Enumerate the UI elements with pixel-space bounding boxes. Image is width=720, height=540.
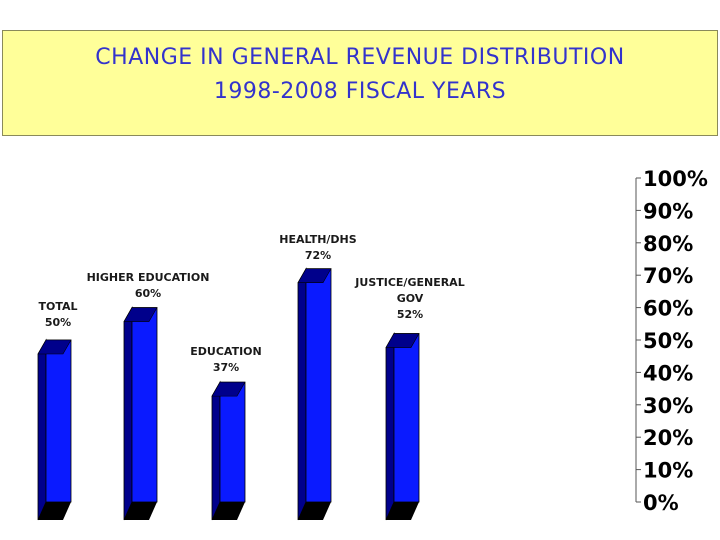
category-label: TOTAL [38,300,77,313]
y-tick-label: 40% [643,361,693,385]
bar-side [37,338,47,521]
category-label: HIGHER EDUCATION [87,271,210,284]
value-label: 60% [135,287,161,300]
y-tick-label: 0% [643,491,679,515]
bar-base-shadow [38,502,71,520]
y-tick-label: 30% [643,394,693,418]
y-tick-label: 100% [643,167,708,191]
value-label: 37% [213,361,239,374]
bar-base-shadow [298,502,331,520]
category-label: GOV [397,292,424,305]
chart-title: CHANGE IN GENERAL REVENUE DISTRIBUTION [95,45,625,70]
y-tick-label: 70% [643,264,693,288]
chart-title-box: CHANGE IN GENERAL REVENUE DISTRIBUTION 1… [2,30,718,136]
value-label: 72% [305,249,331,262]
chart-subtitle: 1998-2008 FISCAL YEARS [213,79,507,104]
bar-top [385,333,420,348]
category-label: EDUCATION [190,345,261,358]
y-tick-label: 10% [643,459,693,483]
bar-base-shadow [212,502,245,520]
bar-top [37,339,72,355]
bar [305,268,332,503]
value-label: 52% [397,308,423,321]
y-tick-label: 80% [643,232,693,256]
bar-side [123,306,133,521]
category-label: HEALTH/DHS [279,233,356,246]
bar-base-shadow [386,502,419,520]
bar [131,307,158,503]
category-label: JUSTICE/GENERAL [354,276,464,289]
bar-side [211,380,221,521]
bar-side [297,267,307,521]
value-label: 50% [45,316,71,329]
bar-top [297,268,332,284]
bar-top [123,307,158,322]
bar [219,381,246,503]
y-tick-label: 20% [643,426,693,450]
bar [393,333,420,503]
bar-top [211,381,246,397]
bar [45,339,72,503]
y-tick-label: 90% [643,199,693,223]
y-tick-label: 50% [643,329,693,353]
y-tick-label: 60% [643,297,693,321]
bar-base-shadow [124,502,157,520]
bar-side [385,332,395,521]
